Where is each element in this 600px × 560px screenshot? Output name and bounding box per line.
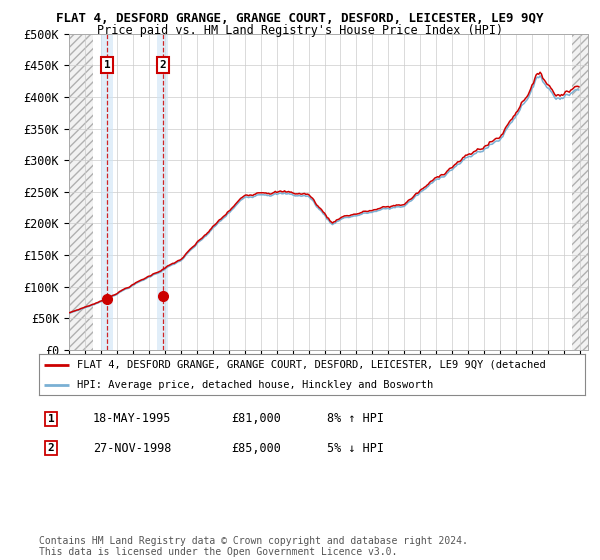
Text: 8% ↑ HPI: 8% ↑ HPI — [327, 412, 384, 426]
Text: HPI: Average price, detached house, Hinckley and Bosworth: HPI: Average price, detached house, Hinc… — [77, 380, 433, 390]
Bar — [69, 34, 93, 350]
Bar — [69, 34, 93, 350]
Bar — [572, 34, 588, 350]
Text: £85,000: £85,000 — [231, 441, 281, 455]
Text: 1: 1 — [47, 414, 55, 424]
Text: FLAT 4, DESFORD GRANGE, GRANGE COURT, DESFORD, LEICESTER, LE9 9QY (detached: FLAT 4, DESFORD GRANGE, GRANGE COURT, DE… — [77, 360, 546, 370]
Text: 2: 2 — [160, 60, 166, 70]
Bar — [101, 34, 113, 350]
Bar — [572, 34, 588, 350]
Text: 5% ↓ HPI: 5% ↓ HPI — [327, 441, 384, 455]
Text: £81,000: £81,000 — [231, 412, 281, 426]
Text: FLAT 4, DESFORD GRANGE, GRANGE COURT, DESFORD, LEICESTER, LE9 9QY: FLAT 4, DESFORD GRANGE, GRANGE COURT, DE… — [56, 12, 544, 25]
Text: 2: 2 — [47, 443, 55, 453]
Text: Price paid vs. HM Land Registry's House Price Index (HPI): Price paid vs. HM Land Registry's House … — [97, 24, 503, 36]
Text: Contains HM Land Registry data © Crown copyright and database right 2024.
This d: Contains HM Land Registry data © Crown c… — [39, 535, 468, 557]
Text: 1: 1 — [104, 60, 110, 70]
Bar — [157, 34, 169, 350]
Text: 27-NOV-1998: 27-NOV-1998 — [93, 441, 172, 455]
Text: 18-MAY-1995: 18-MAY-1995 — [93, 412, 172, 426]
